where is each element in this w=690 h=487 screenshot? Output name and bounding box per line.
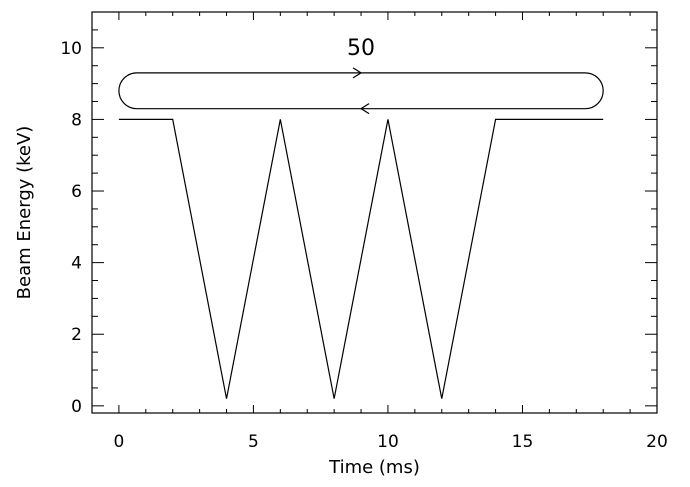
plot-frame <box>92 12 657 413</box>
y-axis-label: Beam Energy (keV) <box>14 126 35 300</box>
x-axis-label: Time (ms) <box>328 457 420 478</box>
beam-energy-series <box>119 119 603 398</box>
x-tick-label: 20 <box>646 432 668 452</box>
x-tick-label: 0 <box>113 432 124 452</box>
y-tick-label: 2 <box>71 325 82 345</box>
y-tick-label: 8 <box>71 110 82 130</box>
y-tick-label: 4 <box>71 254 82 274</box>
y-tick-label: 10 <box>60 39 82 59</box>
y-tick-label: 6 <box>71 182 82 202</box>
loop-outline <box>119 73 603 109</box>
y-tick-label: 0 <box>71 397 82 417</box>
x-tick-label: 15 <box>512 432 534 452</box>
x-tick-label: 5 <box>248 432 259 452</box>
loop-count-label: 50 <box>347 36 375 61</box>
x-tick-label: 10 <box>377 432 399 452</box>
